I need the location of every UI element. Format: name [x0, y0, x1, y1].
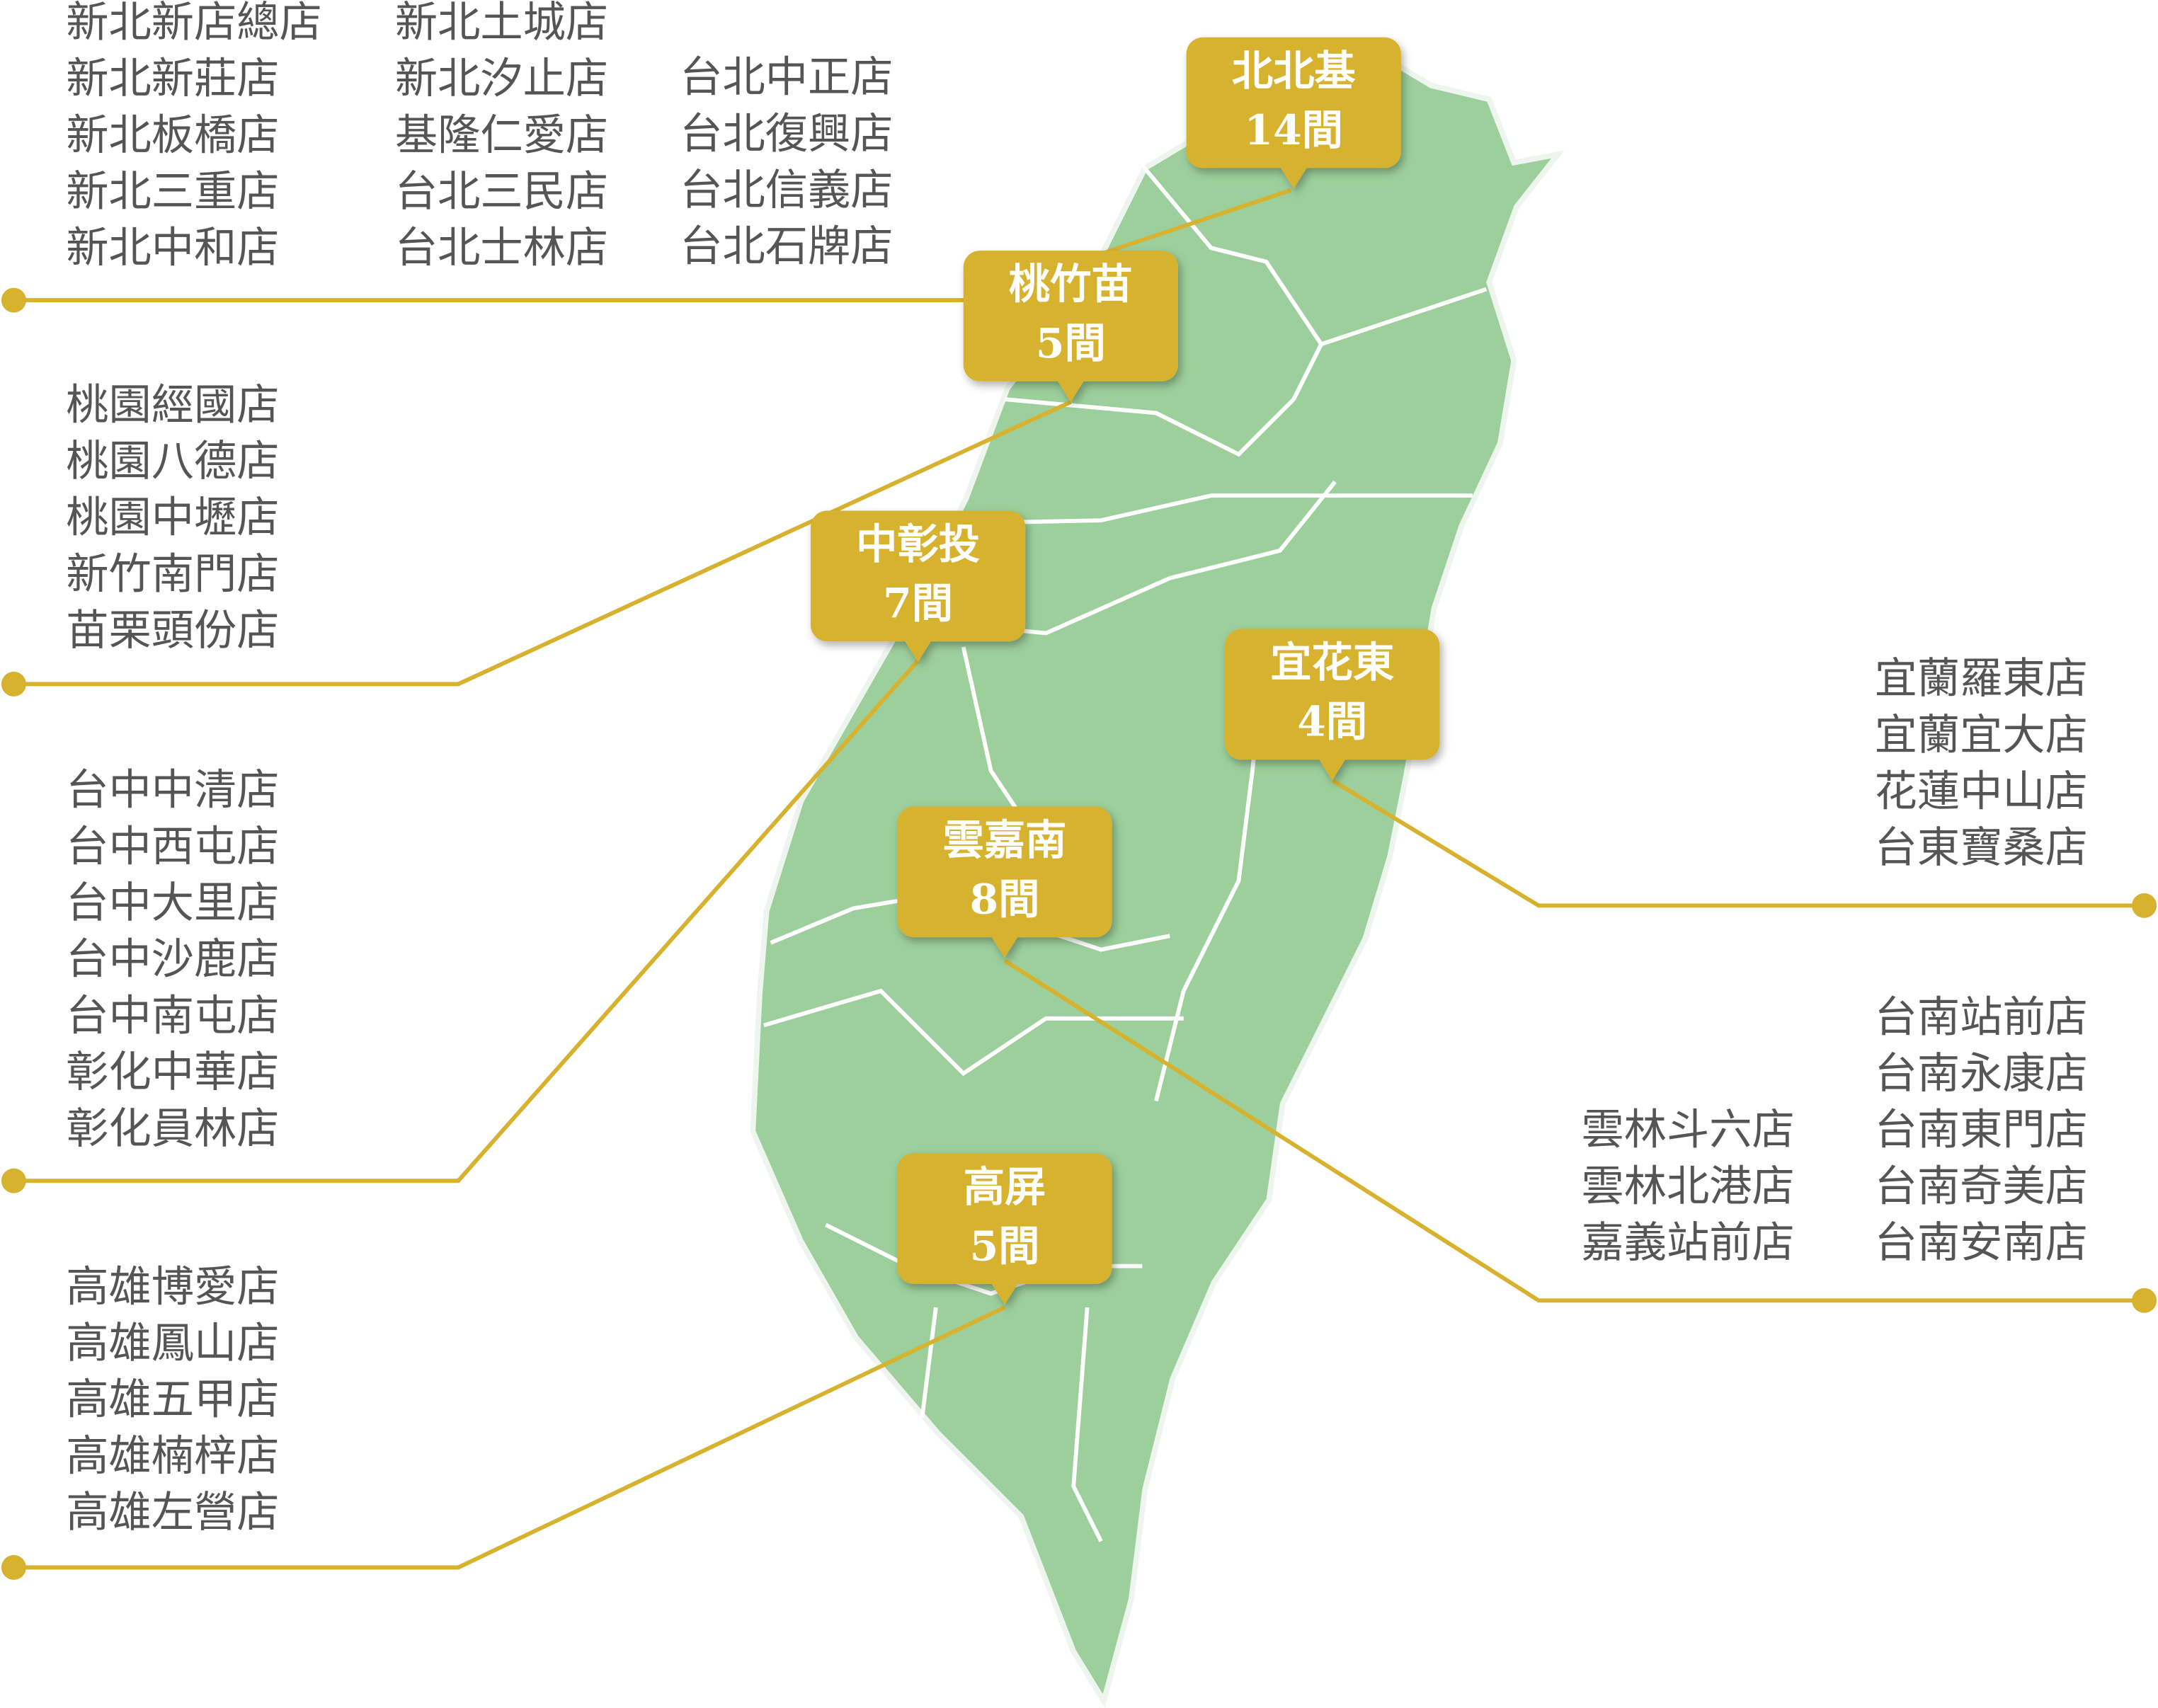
leader-dot: [2132, 893, 2157, 918]
badge-pointer: [1318, 758, 1347, 781]
region-name: 宜花東: [1270, 638, 1394, 687]
region-name: 北北基: [1232, 46, 1357, 95]
store-name: 台北中正店: [680, 53, 893, 103]
region-count: 4間: [1297, 697, 1367, 746]
store-name: 雲林北港店: [1582, 1162, 1795, 1211]
store-name: 新北三重店: [66, 167, 279, 217]
store-name: 台南安南店: [1875, 1218, 2088, 1268]
store-name: 新北新莊店: [66, 55, 279, 104]
store-name: 新北中和店: [66, 224, 279, 273]
store-name: 台中西屯店: [66, 822, 279, 871]
store-name: 新北汐止店: [395, 55, 608, 104]
region-badge: 宜花東 4間: [1225, 629, 1440, 781]
store-name: 苗栗頭份店: [66, 606, 279, 655]
badge-pointer: [990, 1283, 1019, 1305]
region-count: 8間: [970, 875, 1040, 924]
region-badge: 高屏 5間: [897, 1153, 1112, 1305]
store-name: 台中沙鹿店: [66, 935, 279, 985]
badge-pointer: [1056, 379, 1085, 402]
store-name: 新竹南門店: [66, 549, 279, 599]
store-name: 彰化員林店: [66, 1104, 279, 1154]
store-name: 嘉義站前店: [1582, 1218, 1795, 1268]
store-name: 新北土城店: [395, 0, 608, 47]
store-name: 台中中清店: [66, 766, 279, 815]
badge-box: [810, 510, 1026, 642]
region-name: 桃竹苗: [1009, 260, 1133, 309]
region-name: 中彰投: [856, 520, 980, 568]
store-name: 高雄左營店: [66, 1488, 279, 1537]
leader-dot: [1, 671, 26, 697]
store-name: 彰化中華店: [66, 1048, 279, 1097]
store-name: 高雄楠梓店: [66, 1431, 279, 1481]
region-badge: 桃竹苗 5間: [963, 251, 1178, 402]
badge-box: [897, 806, 1112, 938]
region-count: 14間: [1245, 105, 1343, 154]
region-badge: 北北基 14間: [1186, 37, 1401, 189]
badge-box: [963, 251, 1178, 382]
leader-line: [13, 1305, 1006, 1570]
store-name: 台北石牌店: [680, 222, 893, 272]
store-name: 桃園經國店: [66, 380, 279, 430]
store-name: 台中南屯店: [66, 991, 279, 1041]
store-name: 花蓮中山店: [1875, 767, 2088, 817]
store-name: 新北板橋店: [66, 110, 279, 160]
store-name: 台南東門店: [1875, 1106, 2088, 1155]
store-name: 高雄博愛店: [66, 1262, 279, 1312]
region-badge: 雲嘉南 8間: [897, 806, 1112, 958]
region-count: 5間: [970, 1221, 1040, 1270]
store-name: 台南奇美店: [1875, 1162, 2088, 1211]
store-name: 台北三民店: [395, 167, 608, 217]
leader-dot: [1, 1168, 26, 1193]
store-name: 基隆仁愛店: [395, 110, 608, 160]
badge-box: [1225, 629, 1440, 760]
store-name: 新北新店總店: [66, 0, 322, 47]
region-name: 高屏: [964, 1162, 1046, 1211]
store-name: 高雄五甲店: [66, 1375, 279, 1425]
badge-box: [1186, 37, 1401, 168]
leader-line: [13, 659, 920, 1183]
store-name: 台北士林店: [395, 224, 608, 273]
store-name: 桃園中壢店: [66, 493, 279, 543]
badge-pointer: [1279, 166, 1308, 189]
region-badge: 中彰投 7間: [810, 510, 1026, 663]
store-name: 桃園八德店: [66, 437, 279, 486]
leader-line: [1331, 779, 2145, 908]
leader-line: [13, 400, 1072, 687]
store-name: 台南站前店: [1875, 992, 2088, 1042]
region-count: 5間: [1036, 319, 1106, 367]
store-name: 雲林斗六店: [1582, 1106, 1795, 1155]
store-name: 宜蘭羅東店: [1875, 654, 2088, 704]
region-name: 雲嘉南: [943, 815, 1067, 864]
badge-pointer: [904, 640, 932, 663]
store-name: 台北信義店: [680, 166, 893, 215]
leader-dot: [2132, 1288, 2157, 1313]
store-name: 台南永康店: [1875, 1049, 2088, 1099]
store-name: 台中大里店: [66, 878, 279, 928]
store-name: 宜蘭宜大店: [1875, 711, 2088, 760]
store-name: 台北復興店: [680, 109, 893, 159]
leader-dot: [1, 1554, 26, 1580]
region-count: 7間: [883, 579, 953, 628]
badge-box: [897, 1153, 1112, 1284]
store-name: 高雄鳳山店: [66, 1319, 279, 1368]
badge-pointer: [990, 936, 1019, 958]
leader-dot: [1, 287, 26, 313]
store-name: 台東寶桑店: [1875, 823, 2088, 873]
leader-line: [1003, 958, 2145, 1303]
